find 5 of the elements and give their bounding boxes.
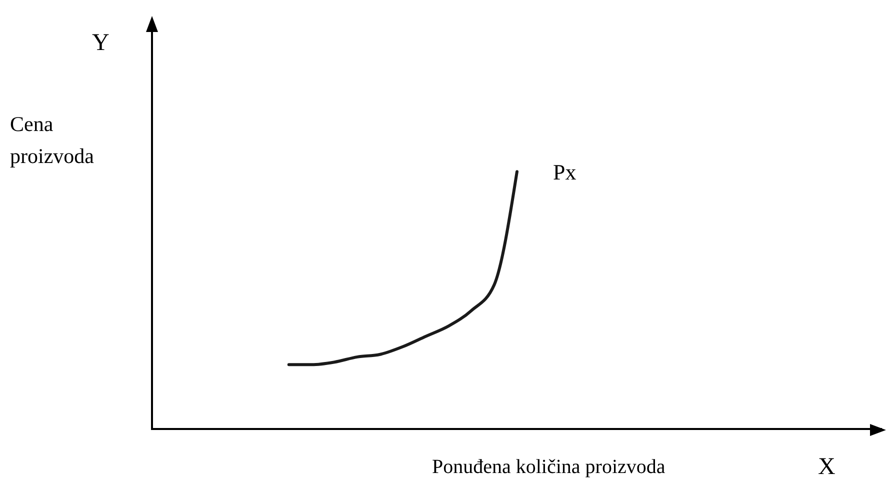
text: X [818,454,836,481]
x-axis-title: Ponuđena količina proizvoda [432,456,666,479]
y-axis-title: Cena proizvoda [10,111,95,170]
text: Y [92,30,110,57]
series-label: Px [553,160,576,185]
